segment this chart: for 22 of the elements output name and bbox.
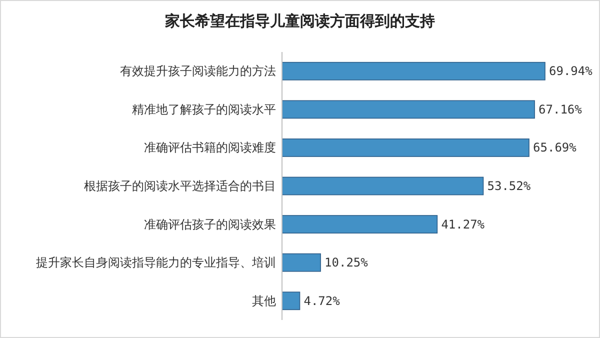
y-tick-label: 精准地了解孩子的阅读水平 — [132, 102, 276, 116]
data-label: 67.16% — [538, 102, 583, 116]
data-label: 53.52% — [487, 179, 532, 193]
bar — [282, 62, 546, 80]
y-tick-label: 准确评估书籍的阅读难度 — [144, 140, 276, 155]
bar — [282, 215, 438, 234]
y-tick-label: 提升家长自身阅读指导能力的专业指导、培训 — [36, 256, 276, 270]
data-label: 4.72% — [304, 294, 341, 308]
chart-title: 家长希望在指导儿童阅读方面得到的支持 — [164, 12, 435, 30]
y-tick-label: 准确评估孩子的阅读效果 — [144, 217, 276, 232]
y-tick-label: 根据孩子的阅读水平选择适合的书目 — [84, 179, 276, 193]
data-label: 10.25% — [324, 256, 369, 270]
bar — [282, 292, 300, 310]
data-label: 41.27% — [441, 217, 486, 232]
bar — [282, 253, 321, 272]
data-label: 69.94% — [549, 64, 594, 78]
bar — [282, 138, 530, 157]
data-label: 65.69% — [533, 140, 578, 155]
bar — [282, 100, 535, 119]
y-tick-label: 其他 — [252, 294, 276, 308]
y-tick-label: 有效提升孩子阅读能力的方法 — [120, 64, 276, 78]
bar — [282, 176, 484, 196]
